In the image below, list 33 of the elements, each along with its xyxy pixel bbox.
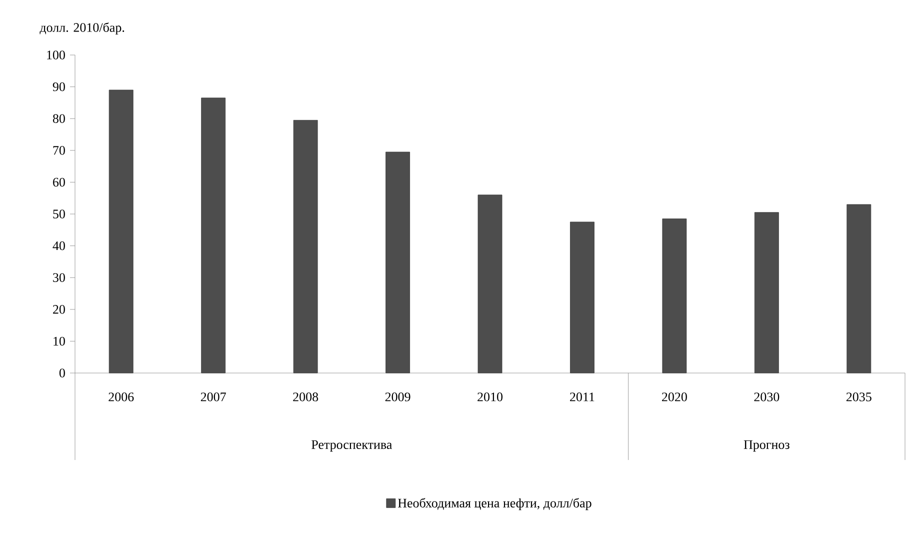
y-axis-title: долл. 2010/бар. [40,22,124,35]
y-tick-label: 60 [53,178,65,187]
x-tick-label: 2030 [754,392,780,402]
y-tick-label: 100 [47,50,65,60]
bar [478,194,502,374]
y-tick-label: 10 [54,336,65,346]
y-tick-label: 90 [52,82,65,92]
y-tick-label: 80 [52,114,65,123]
bar [386,152,410,374]
x-tick-label: 2020 [662,392,687,402]
bar [108,90,134,374]
x-tick-label: 2035 [846,392,872,402]
bar [846,204,872,374]
x-tick-label: 2009 [385,392,410,402]
text: Прогноз [744,440,790,452]
x-tick-label: 2011 [570,392,594,402]
x-tick-label: 2010 [478,392,503,402]
x-tick-label: 2006 [108,392,134,402]
x-tick-label: 2008 [293,392,318,402]
legend-label: Необходимая цена нефти, долл/бар [398,498,592,510]
bar [570,222,594,374]
y-tick-label: 20 [53,305,65,314]
bar [754,212,779,374]
y-tick-label: 0 [59,368,65,378]
text: Ретроспектива [312,440,392,452]
y-tick-label: 40 [52,241,65,250]
y-tick-label: 70 [53,146,65,155]
y-tick-label: 30 [53,273,65,282]
bar [293,120,318,374]
x-tick-label: 2007 [200,392,226,402]
bar [662,218,687,374]
y-tick-label: 50 [53,210,65,218]
bar [201,98,226,374]
